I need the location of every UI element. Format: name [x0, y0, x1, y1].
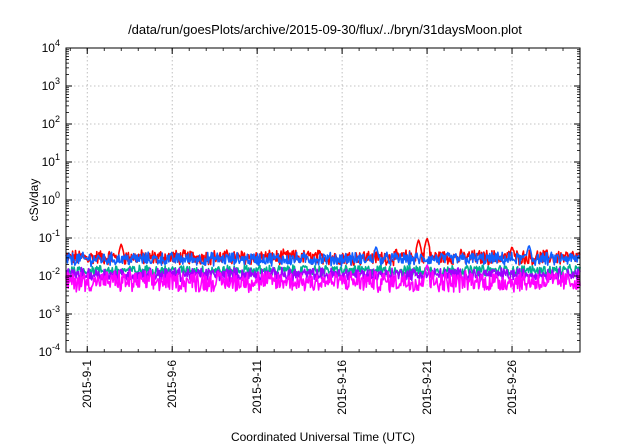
series-line-5 — [65, 264, 581, 294]
gridlines — [66, 48, 580, 352]
y-tick-label: 103 — [42, 76, 60, 93]
y-tick-label: 100 — [42, 190, 60, 207]
series-layer — [65, 237, 581, 294]
x-tick-label: 2015-9-26 — [505, 360, 519, 415]
x-tick-label: 2015-9-16 — [335, 360, 349, 415]
x-axis-label: Coordinated Universal Time (UTC) — [231, 430, 415, 444]
x-tick-label: 2015-9-1 — [80, 360, 94, 408]
y-tick-label: 10-3 — [39, 304, 60, 321]
y-tick-label: 101 — [42, 152, 60, 169]
y-tick-label: 10-1 — [39, 228, 60, 245]
tick-marks — [66, 47, 580, 353]
x-tick-label: 2015-9-11 — [250, 360, 264, 414]
series-line-2 — [65, 245, 581, 268]
series-line-1 — [65, 237, 581, 267]
chart-title: /data/run/goesPlots/archive/2015-09-30/f… — [128, 22, 522, 37]
x-tick-label: 2015-9-21 — [420, 360, 434, 415]
y-tick-label: 10-4 — [39, 342, 60, 359]
y-tick-label: 104 — [42, 38, 60, 55]
y-axis-label: cSv/day — [27, 179, 41, 222]
y-tick-label: 10-2 — [39, 266, 60, 283]
y-tick-labels: 10-4 10-3 10-2 10-1 100 101 102 103 104 — [39, 38, 60, 359]
x-tick-labels: 2015-9-1 2015-9-6 2015-9-11 2015-9-16 2015-9… — [80, 360, 519, 415]
y-tick-label: 102 — [42, 114, 60, 131]
x-tick-label: 2015-9-6 — [165, 360, 179, 408]
